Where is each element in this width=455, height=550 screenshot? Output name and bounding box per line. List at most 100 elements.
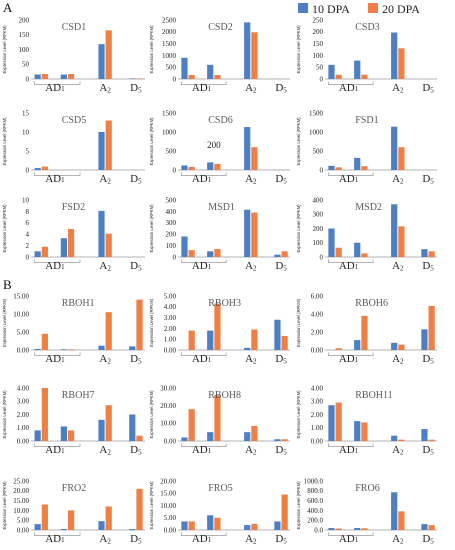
x-label-ad1: AD1 — [192, 444, 212, 456]
ad1-bracket — [34, 172, 81, 176]
bar-20dpa — [188, 166, 195, 170]
ad1-bracket — [328, 259, 374, 263]
chart-title: CSD1 — [62, 22, 86, 33]
x-label-a2: A2 — [245, 444, 257, 457]
bar-10dpa — [181, 521, 188, 530]
y-tick-label: 4.00 — [164, 303, 177, 311]
x-label-ad1: AD1 — [192, 353, 212, 365]
x-label-d5: D5 — [275, 533, 287, 546]
y-axis-title: Expression Level (RPKM) — [149, 298, 154, 347]
y-axis-title: Expression Level (RPKM) — [2, 25, 7, 74]
bar-20dpa — [188, 330, 195, 350]
bar-20dpa — [188, 409, 195, 441]
x-label-ad1: AD1 — [45, 353, 65, 365]
bar-10dpa — [98, 132, 105, 170]
y-tick-label: 15 — [22, 109, 30, 117]
bar-20dpa — [251, 32, 258, 79]
x-label-d5: D5 — [422, 444, 434, 457]
bar-10dpa — [391, 32, 398, 79]
chart-rboh1: Expression Level (RPKM) 0.00 5.00 10.00 15.0… — [2, 292, 145, 366]
x-label-a2: A2 — [392, 444, 404, 457]
x-label-a2: A2 — [392, 533, 404, 546]
x-label-ad1: AD1 — [192, 173, 212, 185]
bar-10dpa — [391, 126, 398, 170]
y-tick-label: 150 — [313, 40, 324, 48]
y-tick-label: 0 — [320, 253, 324, 261]
bar-20dpa — [214, 74, 221, 79]
y-tick-label: 10 — [22, 128, 30, 136]
y-tick-label: 200 — [313, 28, 324, 36]
y-tick-label: 5.00 — [17, 328, 30, 336]
y-axis-title: Expression Level (RPKM) — [149, 390, 154, 439]
y-tick-label: 100 — [19, 46, 30, 54]
y-tick-label: 3.00 — [17, 398, 30, 406]
y-tick-label: 250 — [313, 16, 324, 24]
bar-10dpa — [181, 437, 188, 441]
bar-10dpa — [98, 345, 105, 350]
bar-20dpa — [214, 163, 221, 170]
y-tick-label: 1.00 — [164, 336, 177, 344]
bar-20dpa — [67, 229, 75, 257]
panel-label-a: A — [3, 0, 13, 15]
y-tick-label: 200 — [313, 225, 324, 233]
y-tick-label: 400.0 — [307, 507, 323, 515]
chart-csd3: Expression Level (RPKM) 0 50 100 150 200 250 AD… — [296, 16, 437, 95]
x-label-a2: A2 — [99, 173, 111, 186]
x-label-d5: D5 — [275, 260, 287, 273]
x-label-ad1: AD1 — [339, 533, 359, 545]
ad1-bracket — [328, 352, 374, 356]
x-label-a2: A2 — [99, 260, 111, 273]
x-label-a2: A2 — [245, 260, 257, 273]
chart-title: FRO6 — [355, 483, 379, 494]
y-tick-label: 0 — [320, 75, 324, 83]
y-tick-label: 0.00 — [17, 526, 30, 534]
bar-10dpa — [244, 525, 251, 530]
x-label-ad1: AD1 — [45, 260, 65, 272]
bar-10dpa — [244, 209, 251, 257]
bar-20dpa — [67, 73, 75, 79]
chart-title: CSD6 — [208, 115, 232, 126]
bar-20dpa — [105, 233, 112, 257]
bar-20dpa — [136, 435, 143, 441]
bar-20dpa — [361, 315, 368, 350]
bar-10dpa — [207, 432, 214, 441]
bar-10dpa — [60, 529, 67, 530]
y-tick-label: 0.00 — [311, 346, 324, 354]
bar-20dpa — [214, 303, 221, 350]
bar-10dpa — [34, 348, 41, 350]
panel-label-b: B — [3, 277, 12, 292]
chart-title: RBOH11 — [355, 390, 392, 401]
annotation-label: 200 — [207, 140, 221, 150]
y-tick-label: 2500 — [162, 16, 177, 24]
chart-rboh11: Expression Level (RPKM) 0.00 1.00 2.00 3.00 4… — [296, 384, 437, 457]
y-tick-label: 1500 — [309, 109, 324, 117]
x-label-a2: A2 — [245, 82, 257, 95]
x-label-a2: A2 — [392, 82, 404, 95]
chart-fsd2: Expression Level (RPKM) 0 2 4 6 8 10 AD1 A2 D5 FSD… — [2, 196, 145, 273]
bar-20dpa — [361, 528, 368, 530]
bar-10dpa — [244, 347, 251, 350]
x-label-ad1: AD1 — [339, 82, 359, 94]
bar-10dpa — [274, 439, 281, 441]
bar-10dpa — [328, 165, 335, 170]
x-label-d5: D5 — [422, 533, 434, 546]
y-tick-label: 500 — [166, 147, 177, 155]
chart-csd5: Expression Level (RPKM) 0 5 10 15 AD1 A2 D5 CSD5 — [2, 109, 145, 186]
y-tick-label: 30.00 — [160, 384, 176, 392]
y-axis-title: Expression Level (RPKM) — [149, 204, 154, 253]
chart-rboh6: Expression Level (RPKM) 0.00 2.00 4.00 6.00 A… — [296, 292, 437, 366]
bar-10dpa — [60, 74, 67, 79]
y-tick-label: 0.00 — [164, 526, 177, 534]
x-label-a2: A2 — [99, 353, 111, 366]
y-axis-title: Expression Level (RPKM) — [296, 117, 301, 166]
ad1-bracket — [34, 352, 81, 356]
x-label-ad1: AD1 — [339, 353, 359, 365]
bar-10dpa — [354, 60, 361, 79]
chart-msd2: Expression Level (RPKM) 0 100 200 300 400 AD1 A… — [296, 196, 437, 273]
bar-10dpa — [391, 204, 398, 257]
y-axis-title: Expression Level (RPKM) — [149, 117, 154, 166]
y-tick-label: 0.0 — [314, 526, 323, 534]
bar-20dpa — [335, 528, 342, 530]
legend-label-20dpa: 20 DPA — [382, 2, 420, 16]
